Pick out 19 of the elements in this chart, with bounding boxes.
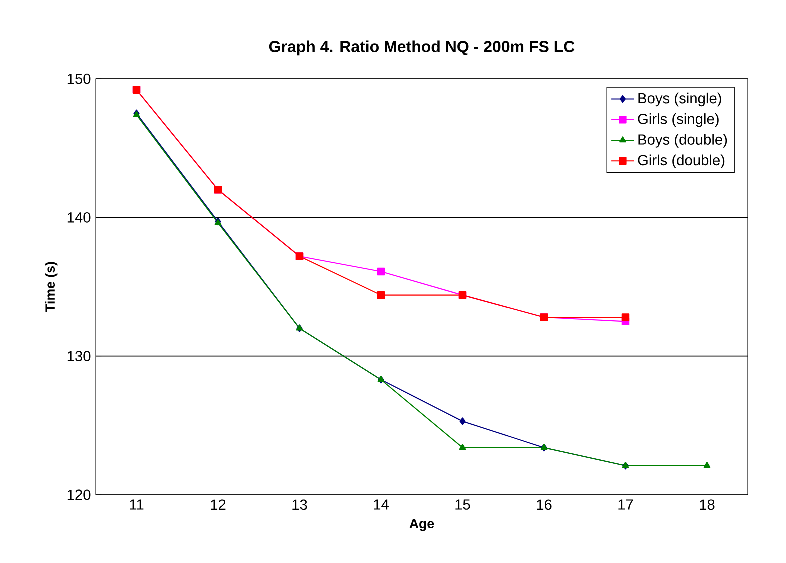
x-tick-label: 11 bbox=[130, 500, 144, 510]
legend-label: Girls (single) bbox=[638, 114, 719, 128]
y-tick-label: 150 bbox=[68, 74, 91, 84]
chart-title: Graph 4. Ratio Method NQ - 200m FS LC bbox=[269, 40, 575, 56]
legend-label: Girls (double) bbox=[638, 154, 725, 168]
y-tick-label: 140 bbox=[68, 212, 91, 223]
legend-label: Boys (double) bbox=[638, 134, 728, 148]
y-tick-label: 130 bbox=[68, 351, 91, 362]
x-axis-title: Age bbox=[410, 519, 434, 532]
y-axis-title: Time (s) bbox=[45, 262, 58, 312]
legend-label: Boys (single) bbox=[638, 92, 722, 107]
y-tick-label: 120 bbox=[68, 490, 91, 500]
x-tick-label: 12 bbox=[211, 500, 226, 510]
x-tick-label: 13 bbox=[292, 500, 308, 510]
x-tick-label: 15 bbox=[456, 500, 470, 510]
x-tick-label: 17 bbox=[618, 500, 634, 510]
x-tick-label: 18 bbox=[700, 500, 715, 510]
x-tick-label: 14 bbox=[374, 500, 389, 510]
x-tick-label: 16 bbox=[537, 500, 552, 510]
